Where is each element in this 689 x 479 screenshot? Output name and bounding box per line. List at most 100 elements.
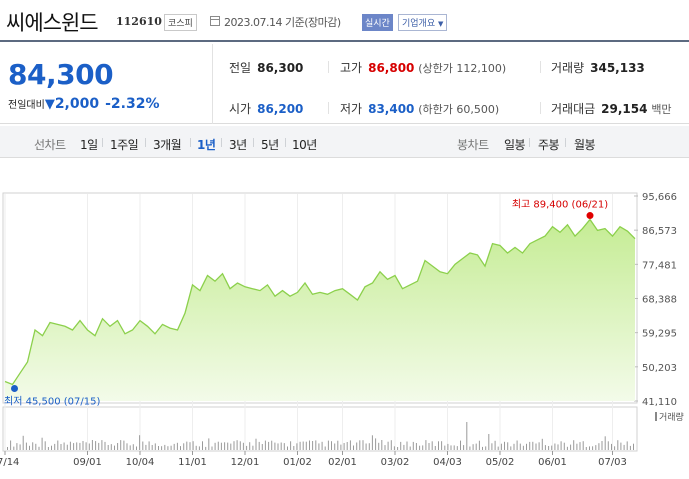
tab-weekly-candle[interactable]: 주봉 bbox=[538, 138, 560, 152]
stock-header: 씨에스윈드 112610 코스피 2023.07.14 기준(장마감) 실시간 … bbox=[0, 0, 689, 40]
stat-low: 저가 83,400 (하한가 60,500) bbox=[340, 100, 499, 117]
y-tick-label: 41,110 bbox=[642, 397, 677, 408]
divider bbox=[212, 44, 213, 124]
volume-bar bbox=[466, 422, 468, 450]
volume-bar bbox=[544, 445, 546, 450]
volume-bar bbox=[431, 441, 433, 450]
volume-bar bbox=[283, 443, 285, 450]
volume-bar bbox=[444, 445, 446, 450]
tab-5y[interactable]: 5년 bbox=[261, 138, 279, 152]
tab-10y[interactable]: 10년 bbox=[292, 138, 317, 152]
tab-1d[interactable]: 1일 bbox=[80, 138, 98, 152]
volume-bar bbox=[91, 440, 93, 450]
volume-bar bbox=[460, 440, 461, 450]
volume-bar bbox=[504, 441, 505, 450]
low-annotation: 최저 45,500 (07/15) bbox=[4, 396, 100, 408]
volume-bar bbox=[60, 444, 62, 450]
volume-bar bbox=[419, 445, 421, 450]
company-info-button[interactable]: 기업개요 ▼ bbox=[398, 14, 448, 31]
volume-bar bbox=[315, 440, 317, 450]
volume-bar bbox=[252, 445, 254, 450]
volume-legend-icon bbox=[655, 412, 657, 421]
volume-bar bbox=[384, 445, 386, 450]
change-percent: -2.32% bbox=[105, 96, 160, 112]
volume-bar bbox=[623, 444, 625, 450]
volume-bar bbox=[287, 446, 288, 450]
volume-bar bbox=[261, 444, 263, 450]
volume-bar bbox=[381, 440, 383, 450]
volume-bar bbox=[183, 443, 185, 450]
volume-bar bbox=[447, 443, 449, 450]
line-chart-label: 선차트 bbox=[34, 138, 66, 152]
volume-bar bbox=[482, 446, 483, 450]
stat-label: 거래량 bbox=[551, 61, 585, 75]
volume-bar bbox=[129, 445, 131, 450]
volume-bar bbox=[576, 443, 578, 450]
volume-bar bbox=[450, 445, 452, 450]
x-tick-label: 05/02 bbox=[486, 457, 515, 468]
tab-monthly-candle[interactable]: 월봉 bbox=[574, 138, 596, 152]
volume-bar bbox=[114, 445, 115, 450]
y-tick-label: 59,295 bbox=[642, 329, 677, 340]
volume-bar bbox=[136, 446, 137, 450]
volume-bar bbox=[607, 441, 609, 450]
volume-bar bbox=[142, 441, 144, 450]
volume-bar bbox=[195, 445, 197, 450]
tab-1w[interactable]: 1주일 bbox=[110, 138, 139, 152]
volume-bar bbox=[148, 441, 150, 450]
realtime-button[interactable]: 실시간 bbox=[362, 14, 393, 31]
volume-bar bbox=[192, 441, 194, 450]
down-arrow-icon: ▼ bbox=[44, 97, 55, 112]
volume-bar bbox=[434, 446, 436, 450]
volume-bar bbox=[390, 440, 392, 450]
volume-bar bbox=[312, 441, 314, 450]
volume-bar bbox=[579, 442, 581, 450]
volume-bar bbox=[510, 446, 512, 450]
volume-bar bbox=[167, 446, 169, 450]
volume-bar bbox=[205, 446, 207, 450]
divider bbox=[221, 138, 222, 147]
volume-bar bbox=[29, 445, 30, 450]
volume-bar bbox=[387, 441, 389, 450]
volume-bar bbox=[557, 444, 559, 450]
stat-label: 고가 bbox=[340, 61, 363, 75]
tab-1y[interactable]: 1년 bbox=[197, 138, 216, 152]
tab-daily-candle[interactable]: 일봉 bbox=[504, 138, 526, 152]
volume-bar bbox=[217, 441, 219, 450]
volume-bar bbox=[22, 435, 24, 450]
upper-limit: (상한가 112,100) bbox=[418, 62, 507, 75]
volume-bar bbox=[170, 445, 172, 450]
volume-bar bbox=[214, 442, 216, 450]
volume-legend-label: 거래량 bbox=[659, 411, 684, 423]
stat-value: 345,133 bbox=[590, 61, 645, 75]
volume-bar bbox=[227, 442, 229, 450]
y-tick-label: 68,388 bbox=[642, 295, 677, 306]
volume-bar bbox=[202, 441, 203, 450]
volume-bar bbox=[554, 443, 556, 450]
volume-bar bbox=[491, 443, 493, 450]
volume-bar bbox=[161, 446, 163, 450]
stat-label: 거래대금 bbox=[551, 102, 596, 116]
volume-bar bbox=[19, 444, 21, 450]
volume-bar bbox=[397, 447, 399, 450]
volume-bar bbox=[44, 441, 46, 450]
volume-bar bbox=[139, 435, 141, 450]
tab-3y[interactable]: 3년 bbox=[229, 138, 247, 152]
volume-bar bbox=[582, 441, 584, 450]
volume-bar bbox=[626, 441, 628, 450]
stat-prev-close: 전일 86,300 bbox=[229, 59, 303, 76]
volume-bar bbox=[400, 441, 402, 450]
volume-bar bbox=[601, 441, 603, 450]
volume-bar bbox=[529, 441, 531, 450]
volume-bar bbox=[541, 438, 543, 450]
volume-bar bbox=[488, 434, 490, 450]
stat-high: 고가 86,800 (상한가 112,100) bbox=[340, 59, 506, 76]
price-chart[interactable]: 95,666 86,573 77,481 68,388 59,295 50,203 41,1… bbox=[0, 186, 689, 479]
volume-bar bbox=[633, 443, 634, 450]
tab-3m[interactable]: 3개월 bbox=[153, 138, 182, 152]
volume-bar bbox=[126, 443, 128, 450]
volume-bar bbox=[305, 441, 307, 450]
stat-label: 저가 bbox=[340, 102, 363, 116]
price-change: 전일대비▼2,000 -2.32% bbox=[8, 96, 160, 112]
volume-bar bbox=[535, 443, 537, 450]
